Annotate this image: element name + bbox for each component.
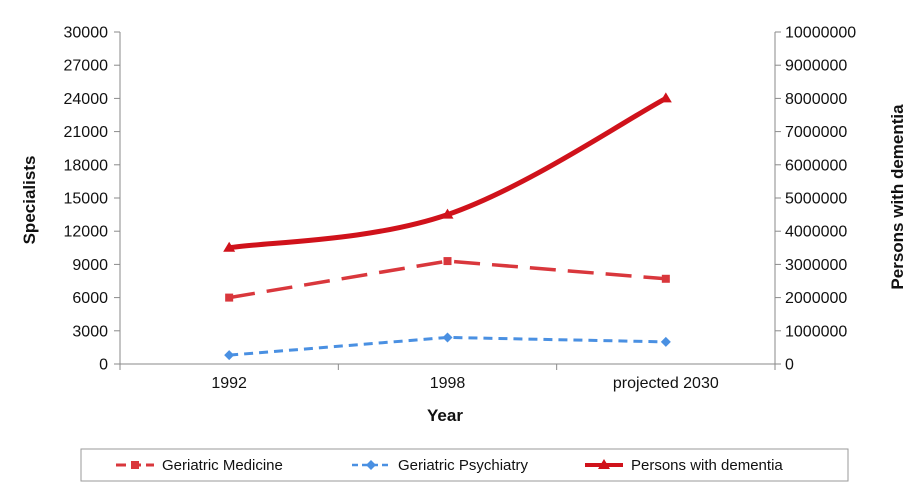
legend-entry-persons-with-dementia: Persons with dementia — [585, 457, 783, 474]
x-tick-label: 1992 — [211, 375, 247, 392]
y2-tick-label: 2000000 — [785, 290, 847, 307]
y2-tick-label: 9000000 — [785, 58, 847, 75]
right-axis-ticks: 0 1000000 2000000 3000000 4000000 5000000 6000… — [775, 25, 856, 374]
y-tick-label: 27000 — [64, 58, 109, 75]
x-tick-label: projected 2030 — [613, 375, 719, 392]
legend-entry-geriatric-psychiatry: Geriatric Psychiatry — [352, 457, 529, 474]
persons-with-dementia-point — [441, 208, 454, 219]
x-tick-label: 1998 — [430, 375, 466, 392]
y-tick-label: 24000 — [64, 91, 109, 108]
legend-label-geriatric-medicine: Geriatric Medicine — [162, 457, 283, 474]
geriatric-medicine-point — [225, 293, 234, 302]
y-tick-label: 18000 — [64, 157, 109, 174]
y2-tick-label: 10000000 — [785, 25, 856, 42]
y-tick-label: 3000 — [72, 323, 108, 340]
series-line-persons-with-dementia — [228, 96, 668, 251]
persons-with-dementia-point — [659, 92, 672, 103]
legend: Geriatric Medicine Geriatric Psychiatry Pe… — [80, 448, 849, 482]
y-tick-label: 6000 — [72, 290, 108, 307]
y2-tick-label: 0 — [785, 357, 794, 374]
y2-tick-label: 1000000 — [785, 323, 847, 340]
y-tick-label: 12000 — [64, 224, 109, 241]
left-axis-ticks: 0 3000 6000 9000 12000 15000 18000 21000 24000 27… — [64, 25, 120, 374]
legend-label-geriatric-psychiatry: Geriatric Psychiatry — [398, 457, 529, 474]
y2-tick-label: 4000000 — [785, 224, 847, 241]
geriatric-psychiatry-point — [224, 350, 235, 361]
series-markers — [223, 92, 672, 361]
legend-box — [80, 448, 849, 482]
y-axis-title: Specialists — [20, 156, 39, 245]
geriatric-medicine-point — [661, 274, 670, 283]
geriatric-medicine-point — [443, 257, 452, 266]
x-axis-ticks: 1992 1998 projected 2030 — [119, 364, 776, 392]
y2-tick-label: 5000000 — [785, 191, 847, 208]
legend-marker-persons-with-dementia — [598, 459, 610, 469]
series-line-geriatric-psychiatry — [229, 335, 666, 357]
y-tick-label: 15000 — [64, 191, 109, 208]
series-line-geriatric-medicine — [228, 259, 666, 300]
x-axis-title: Year — [427, 406, 463, 425]
legend-entry-geriatric-medicine: Geriatric Medicine — [116, 457, 283, 474]
geriatric-psychiatry-point — [660, 336, 671, 347]
legend-marker-geriatric-medicine — [131, 461, 139, 469]
geriatric-psychiatry-point — [442, 332, 453, 343]
y2-tick-label: 3000000 — [785, 257, 847, 274]
y-tick-label: 21000 — [64, 124, 109, 141]
legend-entries: Geriatric Medicine Geriatric Psychiatry Pe… — [116, 457, 783, 474]
y2-tick-label: 8000000 — [785, 91, 847, 108]
plot-area — [119, 32, 776, 365]
series-lines — [228, 96, 668, 357]
legend-marker-geriatric-psychiatry — [366, 460, 376, 470]
y-tick-label: 9000 — [72, 257, 108, 274]
y2-axis-title: Persons with dementia — [888, 104, 907, 290]
y2-tick-label: 7000000 — [785, 124, 847, 141]
persons-with-dementia-point — [223, 241, 236, 252]
legend-label-persons-with-dementia: Persons with dementia — [631, 457, 783, 474]
y-tick-label: 30000 — [64, 25, 109, 42]
y-tick-label: 0 — [99, 357, 108, 374]
y2-tick-label: 6000000 — [785, 157, 847, 174]
